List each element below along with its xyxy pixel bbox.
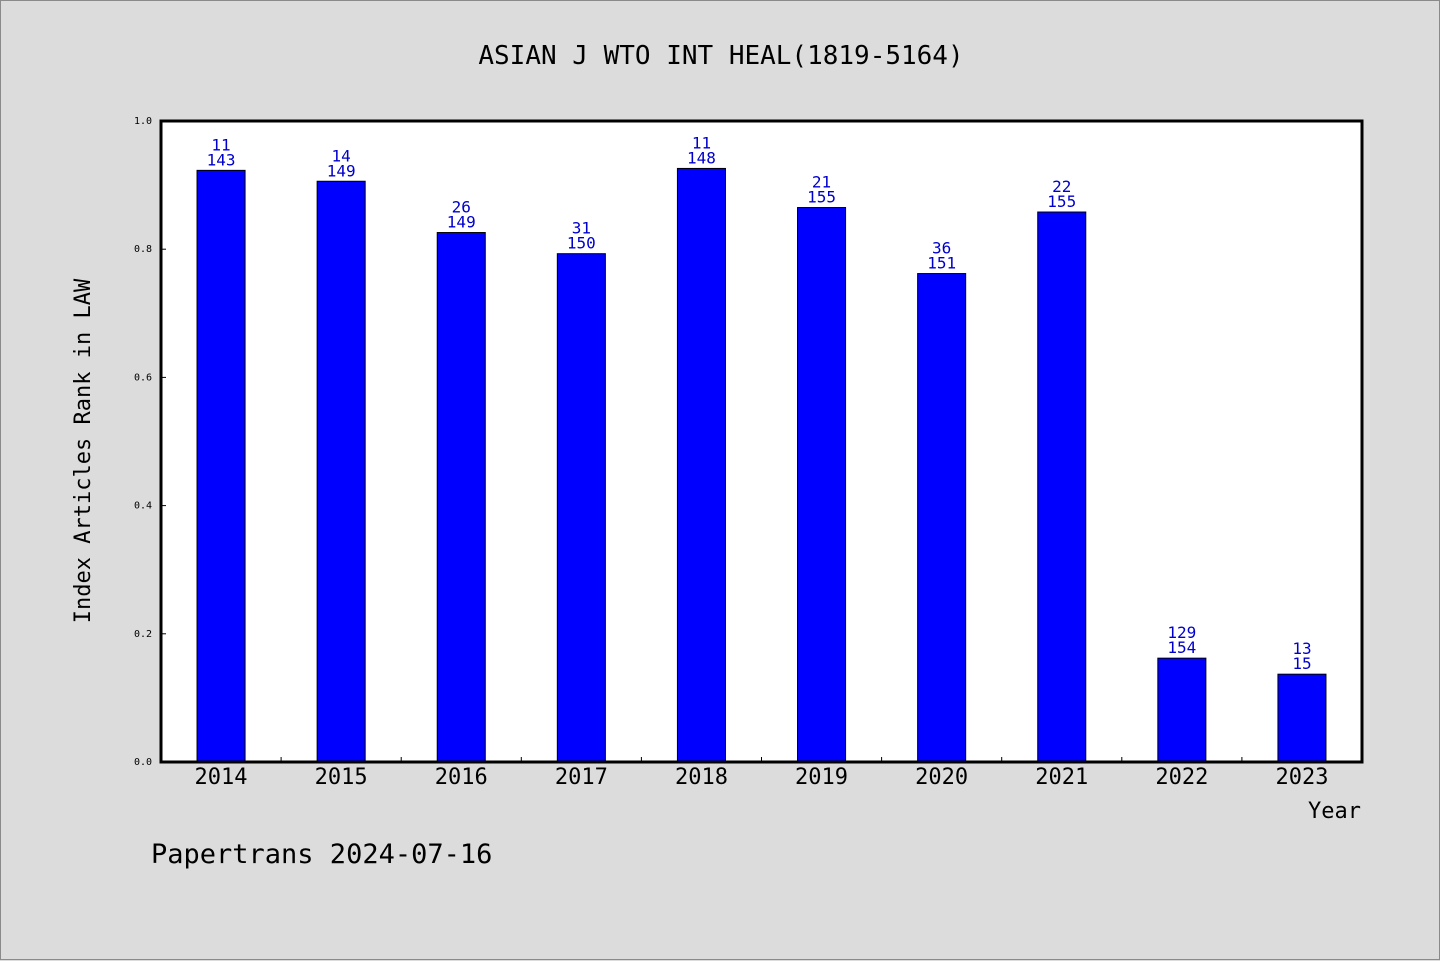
bar-label-top-2016: 26 <box>452 198 471 217</box>
y-tick-label-1.0: 1.0 <box>134 116 152 127</box>
bar-label-top-2022: 129 <box>1167 623 1196 642</box>
bar-label-top-2015: 14 <box>332 146 351 165</box>
bar-label-top-2019: 21 <box>812 173 831 192</box>
bar-label-top-2014: 11 <box>211 135 230 154</box>
bar-2016 <box>436 232 486 763</box>
bar-label-top-2021: 22 <box>1052 177 1071 196</box>
bar-2022 <box>1157 657 1207 763</box>
y-tick-label-0.6: 0.6 <box>134 372 152 383</box>
x-axis-title: Year <box>1308 799 1361 824</box>
bar-label-bottom-2014: 143 <box>207 150 236 169</box>
x-tick-label-2022: 2022 <box>1155 765 1208 790</box>
plot-border <box>159 119 1364 764</box>
x-tick-label-2017: 2017 <box>555 765 608 790</box>
bar-label-bottom-2015: 149 <box>327 161 356 180</box>
bar-label-top-2018: 11 <box>692 133 711 152</box>
x-tick-label-2018: 2018 <box>675 765 728 790</box>
bar-label-top-2023: 13 <box>1292 639 1311 658</box>
bar-2018 <box>676 167 726 763</box>
y-tick-label-0.4: 0.4 <box>134 501 152 512</box>
y-tick-label-0.2: 0.2 <box>134 629 152 640</box>
bar-label-bottom-2023: 15 <box>1292 654 1311 673</box>
bar-label-top-2017: 31 <box>572 219 591 238</box>
bar-2014 <box>196 169 246 763</box>
bars-layer <box>196 167 1327 763</box>
bar-2020 <box>917 273 967 763</box>
bar-2017 <box>556 253 606 763</box>
bar-label-bottom-2018: 148 <box>687 148 716 167</box>
chart-title: ASIAN J WTO INT HEAL(1819-5164) <box>478 41 963 71</box>
x-tick-label-2021: 2021 <box>1035 765 1088 790</box>
bar-2019 <box>797 207 847 763</box>
y-tick-label-0.8: 0.8 <box>134 244 152 255</box>
x-tick-label-2019: 2019 <box>795 765 848 790</box>
bar-label-bottom-2016: 149 <box>447 213 476 232</box>
y-tick-label-0.0: 0.0 <box>134 757 152 768</box>
y-axis-title: Index Articles Rank in LAW <box>71 278 96 623</box>
bar-label-bottom-2022: 154 <box>1167 638 1196 657</box>
bar-2023 <box>1277 673 1327 763</box>
bar-label-top-2020: 36 <box>932 239 951 258</box>
bar-2015 <box>316 180 366 763</box>
x-tick-label-2020: 2020 <box>915 765 968 790</box>
bar-2021 <box>1037 211 1087 763</box>
bar-label-bottom-2020: 151 <box>927 254 956 273</box>
x-axis: 2014 2015 2016 2017 2018 2019 2020 2021 2022 2023 <box>195 757 1328 790</box>
x-tick-label-2016: 2016 <box>435 765 488 790</box>
footer-credit: Papertrans 2024-07-16 <box>151 839 492 870</box>
x-tick-label-2015: 2015 <box>315 765 368 790</box>
bar-label-bottom-2021: 155 <box>1047 192 1076 211</box>
bar-label-bottom-2017: 150 <box>567 234 596 253</box>
x-tick-label-2023: 2023 <box>1275 765 1328 790</box>
bar-label-bottom-2019: 155 <box>807 188 836 207</box>
x-tick-label-2014: 2014 <box>195 765 248 790</box>
